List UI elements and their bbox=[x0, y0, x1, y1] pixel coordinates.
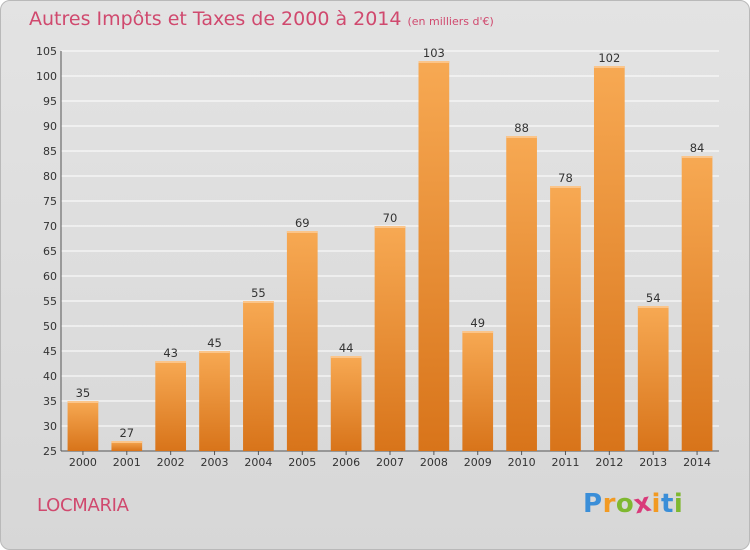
x-tick-label-2003: 2003 bbox=[201, 456, 229, 469]
y-tick-label: 40 bbox=[43, 370, 57, 383]
bar-top-highlight bbox=[681, 156, 713, 158]
x-tick-label-2002: 2002 bbox=[157, 456, 185, 469]
x-tick-labels: 2000 2001 2002 2003 2004 2005 2006 2007 2008 2009… bbox=[69, 456, 711, 469]
data-label-2012: 102 bbox=[598, 51, 620, 65]
bar-top-highlight bbox=[550, 186, 581, 188]
x-tick-label-2005: 2005 bbox=[288, 456, 316, 469]
y-tick-label: 70 bbox=[43, 220, 57, 233]
data-label-2011: 78 bbox=[558, 171, 573, 185]
data-label-2014: 84 bbox=[690, 141, 705, 155]
x-tick-label-2013: 2013 bbox=[639, 456, 667, 469]
y-tick-label: 60 bbox=[43, 270, 57, 283]
x-tick-label-2000: 2000 bbox=[69, 456, 97, 469]
bar-2008 bbox=[418, 61, 450, 451]
bar-2011 bbox=[550, 186, 581, 451]
y-tick-labels: 25 30 35 40 45 50 55 60 65 70 75 80 85 90 95 100 105 bbox=[36, 45, 57, 458]
bar-2012 bbox=[593, 66, 625, 451]
y-tick-label: 65 bbox=[43, 245, 57, 258]
data-label-2000: 35 bbox=[76, 386, 91, 400]
chart-title-text: Autres Impôts et Taxes de 2000 à 2014 bbox=[29, 8, 402, 30]
data-label-2009: 49 bbox=[470, 316, 485, 330]
logo-letter: i bbox=[673, 489, 684, 519]
data-label-2008: 103 bbox=[423, 46, 445, 60]
data-label-2004: 55 bbox=[251, 286, 266, 300]
x-tick-label-2012: 2012 bbox=[595, 456, 623, 469]
bar-top-highlight bbox=[243, 301, 274, 303]
bar-2013 bbox=[637, 306, 669, 451]
bars bbox=[67, 61, 713, 451]
y-tick-label: 75 bbox=[43, 195, 57, 208]
bar-top-highlight bbox=[593, 66, 625, 68]
bar-top-highlight bbox=[155, 361, 187, 363]
commune-name: LOCMARIA bbox=[37, 495, 129, 516]
chart-subtitle: (en milliers d'€) bbox=[407, 15, 494, 28]
data-labels: 35 27 43 45 55 69 44 70 103 49 88 78 102 54 84 bbox=[76, 46, 705, 440]
x-tick-label-2010: 2010 bbox=[508, 456, 536, 469]
data-label-2006: 44 bbox=[339, 341, 354, 355]
proxiti-logo: Proxiti bbox=[583, 488, 684, 521]
bar-top-highlight bbox=[199, 351, 230, 353]
x-tick-label-2009: 2009 bbox=[464, 456, 492, 469]
x-tick-label-2007: 2007 bbox=[376, 456, 404, 469]
logo-letter: o bbox=[615, 489, 635, 519]
logo-letter: P bbox=[583, 489, 603, 519]
bar-2009 bbox=[462, 331, 494, 451]
y-tick-label: 35 bbox=[43, 395, 57, 408]
y-tick-label: 105 bbox=[36, 45, 57, 58]
y-tick-label: 25 bbox=[43, 445, 57, 458]
data-label-2007: 70 bbox=[383, 211, 398, 225]
bar-top-highlight bbox=[462, 331, 494, 333]
y-tick-label: 100 bbox=[36, 70, 57, 83]
bar-top-highlight bbox=[374, 226, 406, 228]
data-label-2001: 27 bbox=[119, 426, 134, 440]
x-tick-label-2001: 2001 bbox=[113, 456, 141, 469]
y-tick-label: 55 bbox=[43, 295, 57, 308]
data-label-2003: 45 bbox=[207, 336, 222, 350]
bar-2003 bbox=[199, 351, 230, 451]
bar-2014 bbox=[681, 156, 713, 451]
bar-top-highlight bbox=[111, 441, 143, 443]
data-label-2013: 54 bbox=[646, 291, 661, 305]
bar-top-highlight bbox=[67, 401, 99, 403]
logo-letter: t bbox=[660, 489, 674, 519]
y-tick-label: 50 bbox=[43, 320, 57, 333]
logo-letter: i bbox=[651, 489, 661, 519]
bar-2007 bbox=[374, 226, 406, 451]
x-tick-label-2006: 2006 bbox=[332, 456, 360, 469]
data-label-2002: 43 bbox=[163, 346, 178, 360]
bar-top-highlight bbox=[418, 61, 450, 63]
data-label-2010: 88 bbox=[514, 121, 529, 135]
x-tick-label-2014: 2014 bbox=[683, 456, 711, 469]
x-tick-label-2011: 2011 bbox=[551, 456, 579, 469]
bar-2000 bbox=[67, 401, 99, 451]
bar-2005 bbox=[286, 231, 318, 451]
bar-top-highlight bbox=[286, 231, 318, 233]
bar-top-highlight bbox=[506, 136, 537, 138]
logo-letter: r bbox=[602, 489, 616, 519]
bar-2006 bbox=[330, 356, 362, 451]
y-tick-label: 30 bbox=[43, 420, 57, 433]
y-tick-label: 45 bbox=[43, 345, 57, 358]
bar-top-highlight bbox=[637, 306, 669, 308]
data-label-2005: 69 bbox=[295, 216, 310, 230]
y-tick-label: 85 bbox=[43, 145, 57, 158]
bar-top-highlight bbox=[330, 356, 362, 358]
bar-2001 bbox=[111, 441, 143, 451]
bar-2004 bbox=[243, 301, 274, 451]
chart-title: Autres Impôts et Taxes de 2000 à 2014 (en… bbox=[29, 8, 494, 30]
x-tick-label-2008: 2008 bbox=[420, 456, 448, 469]
bar-2010 bbox=[506, 136, 537, 451]
y-tick-label: 95 bbox=[43, 95, 57, 108]
x-tick-label-2004: 2004 bbox=[244, 456, 272, 469]
y-tick-label: 80 bbox=[43, 170, 57, 183]
bar-2002 bbox=[155, 361, 187, 451]
y-tick-label: 90 bbox=[43, 120, 57, 133]
